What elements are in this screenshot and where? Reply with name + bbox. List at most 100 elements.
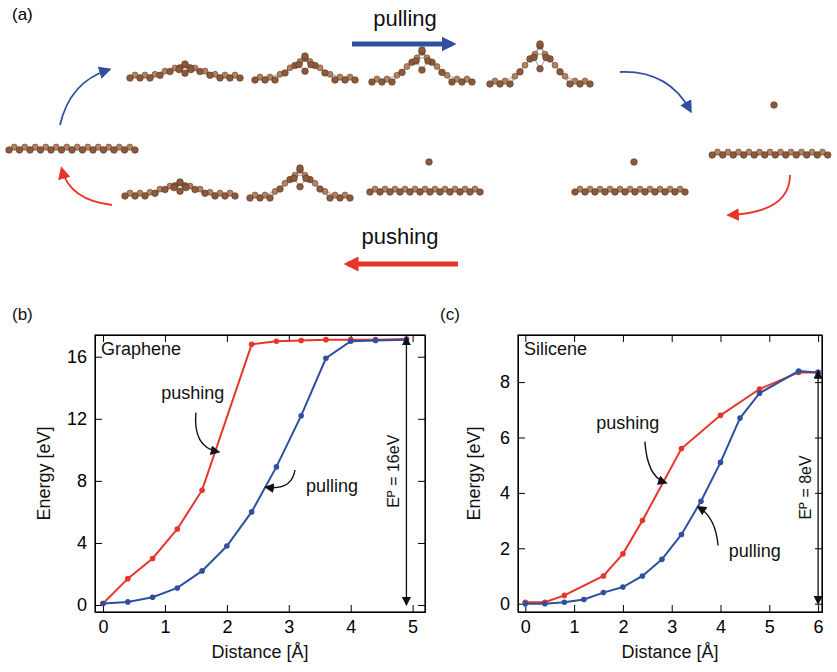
tick-label: 0 (500, 594, 510, 614)
atom (291, 175, 298, 182)
tick-label: 5 (765, 617, 775, 637)
tick-label: 3 (667, 617, 677, 637)
atom (457, 189, 464, 196)
atom (552, 62, 558, 68)
tick: 0 (99, 605, 109, 637)
data-point (175, 585, 181, 591)
tick-label: 4 (346, 617, 356, 637)
process-arrow (352, 42, 452, 47)
data-point (698, 498, 704, 504)
atom (567, 81, 574, 88)
data-point (199, 568, 205, 574)
atom (100, 147, 107, 154)
axis-line (519, 335, 823, 336)
tick-mark (227, 335, 228, 342)
tick-mark (413, 335, 414, 342)
tick-mark (818, 605, 819, 612)
atom (237, 75, 244, 82)
data-point (757, 390, 763, 396)
atom (277, 186, 284, 193)
atom (467, 189, 474, 196)
atom (302, 68, 309, 75)
panel-label: (a) (12, 5, 33, 24)
atom (389, 79, 396, 86)
atom (379, 79, 386, 86)
atom (652, 189, 659, 196)
tick: 5 (765, 605, 775, 637)
atom (272, 77, 279, 84)
axis-line (96, 335, 426, 336)
tick: 12 (67, 409, 102, 429)
atom (262, 77, 269, 84)
atom (58, 147, 65, 154)
atom (137, 75, 144, 82)
atom-snapshot (247, 165, 354, 202)
tick: 0 (500, 594, 525, 614)
data-point (323, 337, 329, 343)
atom (434, 64, 440, 70)
atom (413, 58, 420, 65)
axis-line (95, 336, 96, 613)
atom (507, 81, 514, 88)
data-point (150, 556, 156, 562)
atom (459, 79, 466, 86)
atom (147, 75, 154, 82)
axis-line (96, 612, 426, 613)
atom (282, 70, 289, 77)
data-point (100, 601, 106, 607)
data-point (298, 338, 304, 344)
atom (404, 64, 410, 70)
cycle-arrow (60, 70, 108, 125)
atom (592, 189, 599, 196)
series-label: pushing (161, 383, 224, 403)
data-point (562, 593, 568, 599)
tick-label: 2 (500, 539, 510, 559)
tick-mark (95, 481, 102, 482)
data-point (125, 576, 131, 582)
atom (449, 79, 456, 86)
axis: 0481216 (67, 336, 102, 616)
atom-snapshot (6, 144, 139, 153)
series-label: pulling (729, 541, 781, 561)
atom (672, 189, 679, 196)
cycle-arrow (730, 175, 790, 215)
cycle-arrow (62, 170, 112, 205)
atom (183, 184, 190, 191)
tick: 4 (716, 605, 726, 637)
atom (79, 147, 86, 154)
tick-label: 5 (408, 617, 418, 637)
tick-label: 0 (521, 617, 531, 637)
y-axis-title: Energy [eV] (464, 426, 484, 520)
energy-arrow (817, 372, 818, 602)
atom (730, 152, 737, 159)
atom (69, 147, 76, 154)
atom (322, 70, 329, 77)
tick (418, 481, 425, 482)
atom (121, 147, 128, 154)
tick-label: 8 (77, 471, 87, 491)
atom (439, 69, 446, 76)
atom (347, 195, 354, 202)
atom (308, 61, 315, 68)
tick-mark (165, 605, 166, 612)
atom (447, 189, 454, 196)
atom (167, 68, 174, 75)
data-point (620, 551, 626, 557)
atom (387, 189, 394, 196)
atom-snapshot (369, 47, 476, 86)
atom-snapshot (127, 61, 244, 82)
atom (577, 81, 584, 88)
panel-title: Graphene (101, 339, 181, 359)
atom (303, 175, 310, 182)
data-point (125, 599, 131, 605)
data-point (679, 446, 685, 452)
data-point (150, 594, 156, 600)
data-point (737, 415, 743, 421)
atom (417, 189, 424, 196)
tick-label: 4 (716, 617, 726, 637)
tick: 4 (500, 483, 525, 503)
atom (512, 73, 518, 79)
atom (517, 69, 524, 76)
atom (296, 61, 303, 68)
atom-snapshot (487, 41, 594, 88)
